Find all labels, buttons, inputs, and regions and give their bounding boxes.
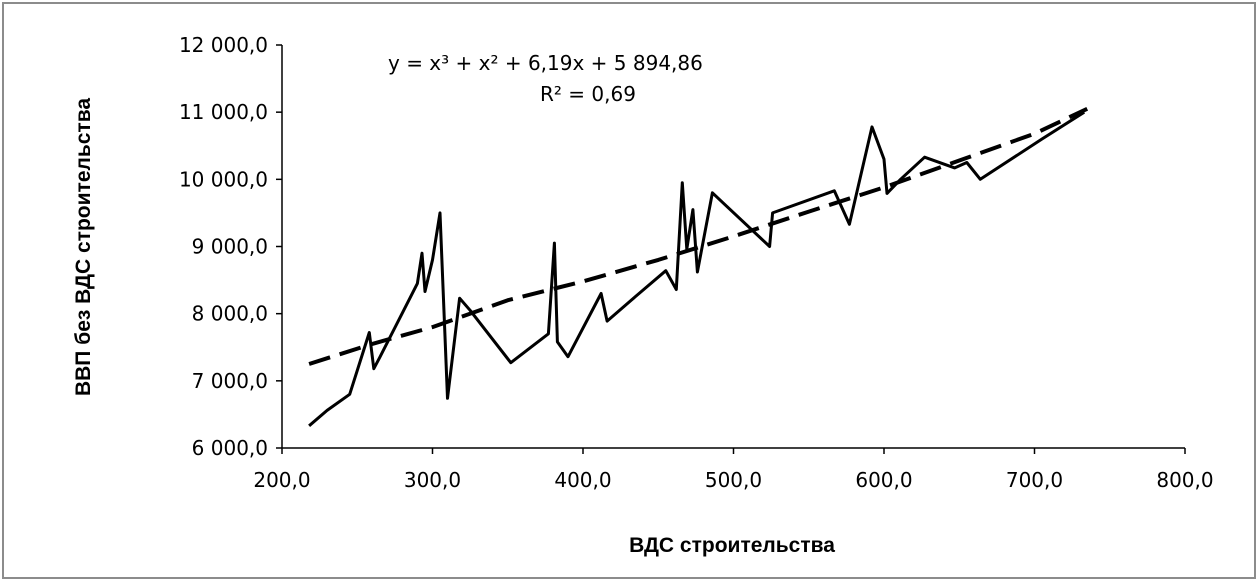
y-tick-label: 9 000,0 <box>192 235 268 259</box>
x-tick-label: 600,0 <box>855 468 912 492</box>
axes: 6 000,0 7 000,0 8 000,0 9 000,0 10 000,0 11 0… <box>179 33 1214 492</box>
x-axis-title: ВДС строительства <box>629 534 835 557</box>
r-squared-label: R² = 0,69 <box>540 82 636 106</box>
series-layer <box>308 106 1089 427</box>
x-tick-label: 200,0 <box>253 468 310 492</box>
x-tick-label: 400,0 <box>554 468 611 492</box>
y-tick-label: 10 000,0 <box>179 167 268 191</box>
x-tick-label: 500,0 <box>705 468 762 492</box>
y-tick-label: 12 000,0 <box>179 33 268 57</box>
y-tick-label: 8 000,0 <box>192 302 268 326</box>
x-ticks: 200,0 300,0 400,0 500,0 600,0 700,0 800,0 <box>253 448 1214 492</box>
y-axis-title: ВВП без ВДС строительства <box>72 98 95 396</box>
x-tick-label: 700,0 <box>1006 468 1063 492</box>
data-series-line <box>308 110 1086 427</box>
x-tick-label: 300,0 <box>404 468 461 492</box>
y-ticks: 6 000,0 7 000,0 8 000,0 9 000,0 10 000,0 11 0… <box>179 33 282 460</box>
trend-equation: y = x³ + x² + 6,19x + 5 894,86 <box>388 51 703 75</box>
y-tick-label: 11 000,0 <box>179 100 268 124</box>
y-tick-label: 6 000,0 <box>192 436 268 460</box>
trendline-series <box>308 106 1089 366</box>
x-tick-label: 800,0 <box>1156 468 1213 492</box>
y-tick-label: 7 000,0 <box>192 369 268 393</box>
